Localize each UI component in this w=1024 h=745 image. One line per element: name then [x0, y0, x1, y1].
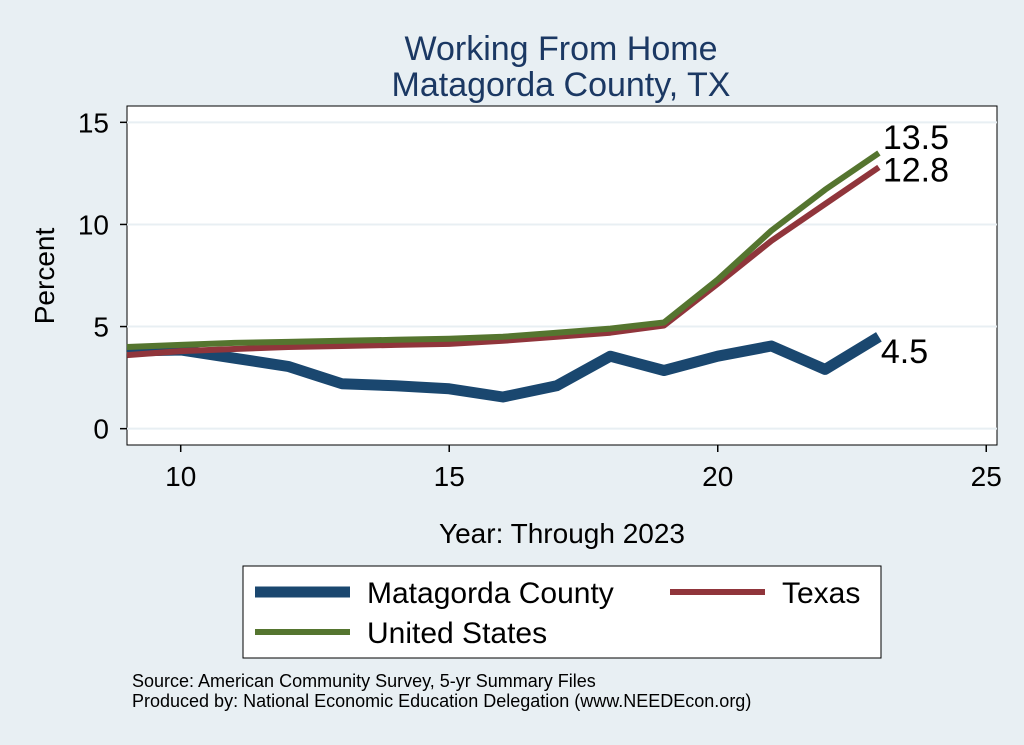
source-note: Source: American Community Survey, 5-yr …	[132, 671, 751, 711]
x-tick-label: 25	[971, 461, 1002, 492]
chart-title-line-1: Working From Home	[405, 30, 718, 68]
x-tick-label: 15	[434, 461, 465, 492]
legend-label-texas: Texas	[782, 577, 860, 610]
series-line-2	[126, 150, 881, 350]
y-tick-label: 15	[78, 107, 109, 138]
legend-box	[242, 565, 882, 659]
series-group	[126, 150, 882, 403]
producer-line: Produced by: National Economic Education…	[132, 691, 752, 711]
gridlines	[127, 121, 997, 430]
y-axis-title: Percent	[29, 228, 60, 325]
source-line: Source: American Community Survey, 5-yr …	[132, 671, 596, 691]
plot-area	[126, 105, 998, 446]
legend: Matagorda County Texas United States	[242, 565, 882, 659]
end-label-1: 12.8	[883, 151, 949, 189]
series-line-0	[126, 332, 882, 403]
end-label-0: 4.5	[881, 333, 928, 371]
y-tick-label: 10	[78, 209, 109, 240]
y-tick-label: 5	[93, 312, 109, 343]
end-labels: 4.5 12.813.5	[881, 119, 949, 371]
x-tick-label: 10	[165, 461, 196, 492]
end-label-2: 13.5	[883, 119, 949, 157]
legend-label-united-states: United States	[367, 617, 547, 650]
y-tick-label: 0	[93, 414, 109, 445]
x-axis-title: Year: Through 2023	[439, 518, 685, 549]
x-tick-label: 20	[702, 461, 733, 492]
legend-label-matagorda: Matagorda County	[367, 577, 614, 610]
chart-title-line-2: Matagorda County, TX	[392, 66, 731, 104]
axes: 0 5 10 15 10 15 20 25	[78, 107, 1002, 492]
series-line-1	[126, 164, 881, 359]
